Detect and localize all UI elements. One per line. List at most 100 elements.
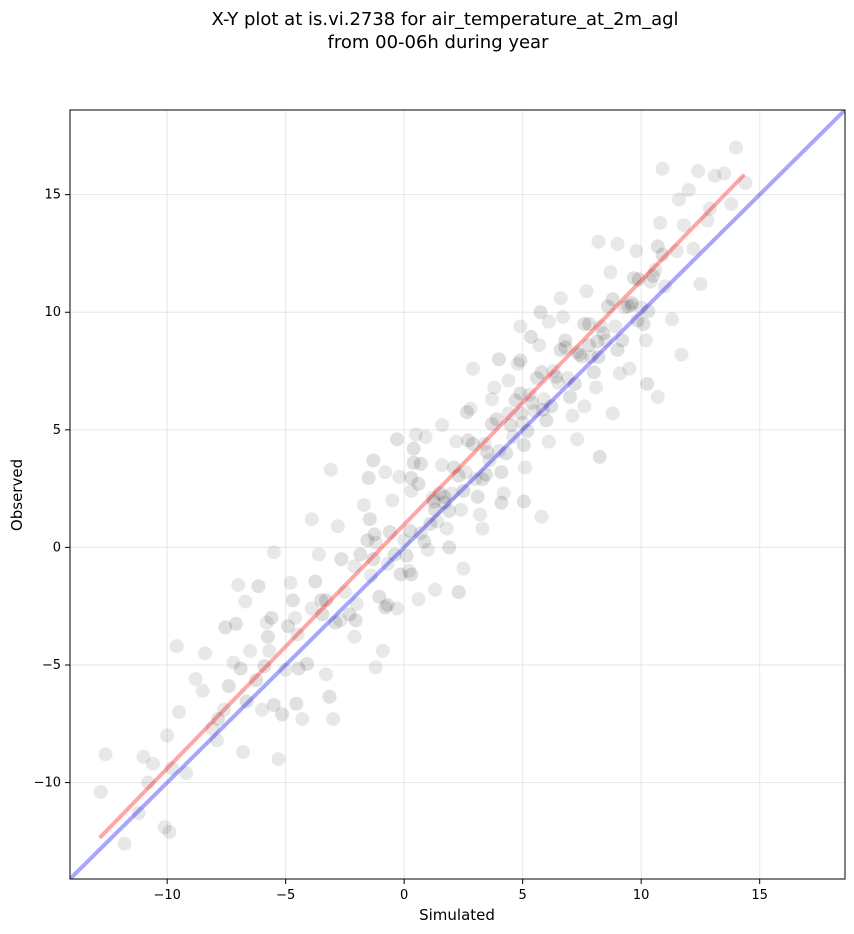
scatter-point — [409, 427, 424, 442]
scatter-point — [162, 824, 177, 839]
y-tick-label: 10 — [44, 305, 61, 320]
scatter-point — [461, 433, 476, 448]
scatter-point — [655, 247, 670, 262]
scatter-point — [160, 728, 175, 743]
scatter-point — [254, 702, 269, 717]
scatter-point — [390, 432, 405, 447]
scatter-point — [179, 766, 194, 781]
scatter-point — [603, 265, 618, 280]
y-tick-label: −10 — [34, 776, 61, 791]
scatter-point — [717, 166, 732, 181]
scatter-point — [330, 519, 345, 534]
scatter-point — [641, 304, 656, 319]
scatter-point — [356, 498, 371, 513]
scatter-point — [577, 317, 592, 332]
reference-lines — [70, 110, 845, 879]
scatter-point — [539, 413, 554, 428]
x-tick-label: 15 — [751, 888, 768, 903]
scatter-point — [693, 277, 708, 292]
scatter-point — [527, 404, 542, 419]
scatter-point — [589, 380, 604, 395]
scatter-point — [427, 582, 442, 597]
scatter-point — [362, 512, 377, 527]
scatter-point — [627, 271, 642, 286]
scatter-point — [288, 610, 303, 625]
scatter-point — [404, 483, 419, 498]
scatter-point — [631, 272, 646, 287]
scatter-point — [304, 512, 319, 527]
scatter-point — [209, 733, 224, 748]
scatter-point — [640, 376, 655, 391]
scatter-point — [686, 241, 701, 256]
scatter-point — [700, 213, 715, 228]
scatter-point — [548, 369, 563, 384]
scatter-point — [501, 406, 516, 421]
scatter-point — [600, 299, 615, 314]
scatter-point — [664, 312, 679, 327]
scatter-point — [437, 489, 452, 504]
scatter-point — [239, 694, 254, 709]
scatter-point — [169, 639, 184, 654]
scatter-point — [404, 567, 419, 582]
scatter-point — [378, 600, 393, 615]
scatter-point — [508, 393, 523, 408]
scatter-point — [304, 601, 319, 616]
scatter-point — [289, 696, 304, 711]
scatter-point — [574, 349, 589, 364]
scatter-point — [529, 371, 544, 386]
scatter-point — [311, 547, 326, 562]
scatter-point — [551, 375, 566, 390]
scatter-point — [117, 836, 132, 851]
scatter-point — [456, 483, 471, 498]
scatter-point — [707, 168, 722, 183]
x-tick-label: 0 — [400, 888, 408, 903]
scatter-point — [251, 579, 266, 594]
scatter-point — [366, 552, 381, 567]
scatter-point — [413, 526, 428, 541]
scatter-point — [630, 313, 645, 328]
scatter-point — [515, 415, 530, 430]
scatter-point — [266, 697, 281, 712]
scatter-point — [560, 371, 575, 386]
scatter-point — [366, 453, 381, 468]
scatter-point — [439, 521, 454, 536]
scatter-point — [465, 361, 480, 376]
scatter-point — [236, 745, 251, 760]
scatter-point — [650, 389, 665, 404]
scatter-point — [592, 449, 607, 464]
grid-lines — [70, 110, 845, 879]
scatter-point — [584, 349, 599, 364]
scatter-point — [300, 656, 315, 671]
scatter-point — [728, 140, 743, 155]
scatter-point — [470, 489, 485, 504]
scatter-point — [425, 491, 440, 506]
scatter-point — [446, 460, 461, 475]
scatter-point — [475, 521, 490, 536]
scatter-point — [348, 613, 363, 628]
scatter-point — [590, 334, 605, 349]
scatter-point — [353, 547, 368, 562]
scatter-point — [494, 495, 509, 510]
scatter-point — [577, 399, 592, 414]
scatter-point — [510, 356, 525, 371]
scatter-point — [544, 399, 559, 414]
scatter-point — [634, 300, 649, 315]
scatter-point — [342, 607, 357, 622]
scatter-point — [363, 568, 378, 583]
scatter-point — [522, 387, 537, 402]
scatter-point — [617, 300, 632, 315]
scatter-point — [172, 705, 187, 720]
scatter-point — [449, 434, 464, 449]
scatter-point — [337, 585, 352, 600]
scatter-point — [523, 329, 538, 344]
x-tick-label: −10 — [153, 888, 180, 903]
scatter-point — [278, 662, 293, 677]
scatter-point — [435, 418, 450, 433]
scatter-point — [347, 559, 362, 574]
scatter-point — [724, 197, 739, 212]
scatter-point — [456, 561, 471, 576]
scatter-point — [164, 761, 179, 776]
scatter-point — [323, 462, 338, 477]
scatter-point — [285, 593, 300, 608]
fit-line — [98, 173, 746, 839]
